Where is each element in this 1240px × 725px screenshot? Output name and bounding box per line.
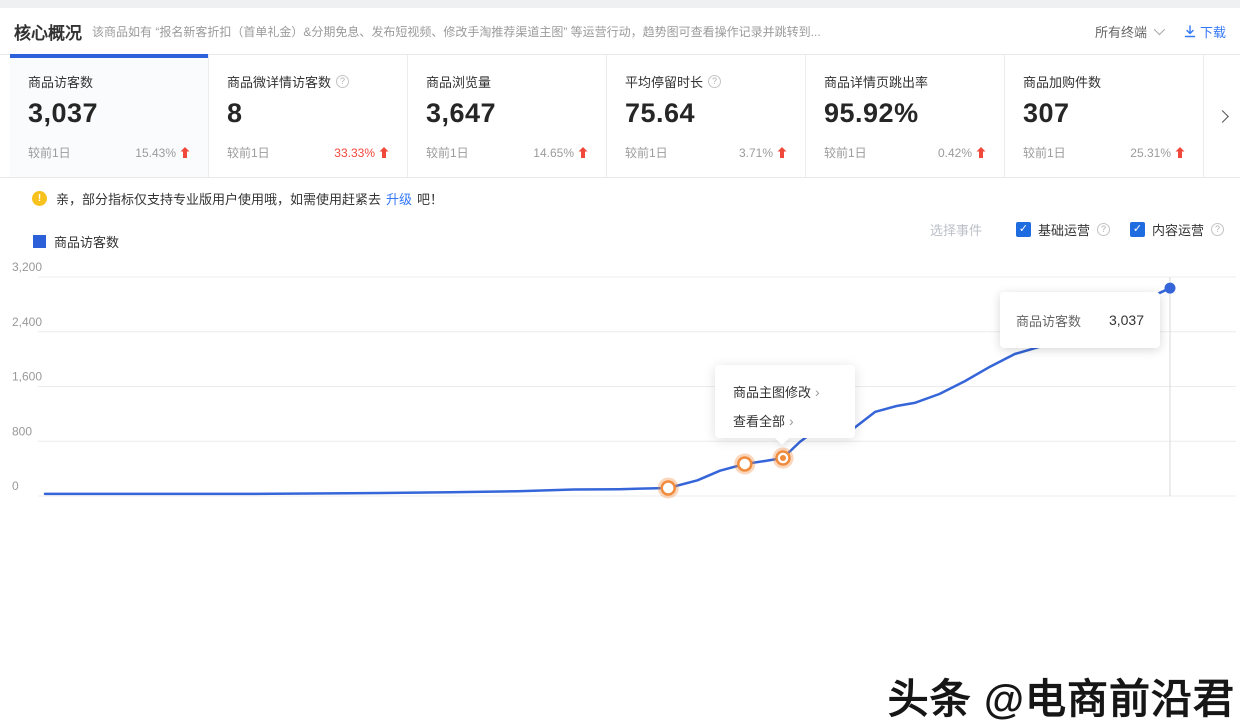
header-description: 该商品如有 “报名新客折扣（首单礼金）&分期免息、发布短视频、修改手淘推荐渠道主… [92,24,821,39]
chevron-right-icon: › [815,383,820,400]
metric-value: 8 [227,98,243,128]
chart-controls: 选择事件 基础运营 内容运营 [930,220,1224,239]
metric-title: 商品访客数 [28,75,94,90]
chevron-right-icon [1215,109,1229,123]
download-button[interactable]: 下载 [1184,22,1226,41]
event-marker-glow [734,453,756,475]
select-event-label: 选择事件 [929,223,982,238]
compare-label: 较前1日 [824,146,867,160]
info-icon[interactable] [1096,223,1110,236]
content-ops-checkbox[interactable] [1129,222,1145,237]
metric-card-bounce-rate[interactable]: 商品详情页跳出率 95.92% 较前1日 0.42% [806,55,1005,177]
event-marker-glow [772,447,794,469]
y-axis-tick-label: 2,400 [12,315,42,329]
y-axis-tick-label: 3,200 [12,260,42,274]
up-arrow-icon [1175,147,1185,158]
notice-text: 亲，部分指标仅支持专业版用户使用哦，如需使用赶紧去 [56,191,382,207]
metric-title: 平均停留时长 [625,75,704,90]
metric-cards-row: 商品访客数 3,037 较前1日 15.43% 商品微详情访客数 8 较前1日 … [0,54,1240,178]
watermark-text: 头条 @电商前沿君 [887,676,1235,722]
legend-series-label: 商品访客数 [54,235,120,250]
change-percent: 0.42% [937,145,972,160]
content-ops-label: 内容运营 [1151,223,1204,238]
metric-card-visitors[interactable]: 商品访客数 3,037 较前1日 15.43% [10,54,209,177]
checkbox-group-content-ops: 内容运营 [1129,220,1224,239]
core-overview-panel: 核心概况 该商品如有 “报名新客折扣（首单礼金）&分期免息、发布短视频、修改手淘… [0,0,1240,506]
notice-text-suffix: 吧！ [417,191,444,207]
up-arrow-icon [777,147,787,158]
metric-value: 307 [1023,98,1070,128]
event-detail-popup: 商品主图修改 › 查看全部 › [715,365,855,438]
upgrade-link[interactable]: 升级 [386,191,413,207]
change-percent: 3.71% [738,145,773,160]
metric-title: 商品浏览量 [426,75,492,90]
change-percent: 33.33% [334,145,375,160]
download-label: 下载 [1199,24,1226,40]
chart-legend[interactable]: 商品访客数 [33,232,119,251]
metric-title: 商品加购件数 [1023,75,1102,90]
metric-value: 75.64 [625,98,696,128]
up-arrow-icon [379,147,389,158]
info-icon[interactable] [336,75,350,88]
compare-label: 较前1日 [28,146,71,160]
notice-warning-icon [32,190,47,206]
chevron-down-icon [1153,23,1166,36]
metric-value: 3,037 [28,98,99,128]
event-marker-active-dot [780,455,786,462]
active-tab-indicator [10,54,208,58]
download-icon [1184,24,1196,37]
event-marker[interactable] [660,480,676,496]
event-item-label: 查看全部 [733,414,786,429]
upgrade-notice-bar: 亲，部分指标仅支持专业版用户使用哦，如需使用赶紧去 升级 吧！ [0,178,1240,218]
basic-ops-checkbox[interactable] [1015,222,1031,237]
metric-card-micro-detail-visitors[interactable]: 商品微详情访客数 8 较前1日 33.33% [209,55,408,177]
event-marker-glow [657,477,679,499]
basic-ops-label: 基础运营 [1037,223,1090,238]
event-item-main-image-edit[interactable]: 商品主图修改 › [733,377,855,406]
y-axis-tick-label: 0 [12,479,19,493]
metric-title: 商品详情页跳出率 [824,75,929,90]
compare-label: 较前1日 [1023,146,1066,160]
tooltip-value: 3,037 [1108,312,1144,328]
chevron-right-icon: › [789,412,794,429]
event-marker[interactable] [737,456,753,472]
legend-swatch [33,235,46,248]
metric-value: 3,647 [426,98,497,128]
tooltip-series-label: 商品访客数 [1016,313,1082,329]
event-item-view-all[interactable]: 查看全部 › [733,406,855,435]
page-title: 核心概况 [14,23,82,43]
up-arrow-icon [180,147,190,158]
info-icon[interactable] [1211,223,1224,236]
page-top-strip [0,0,1240,8]
panel-header: 核心概况 该商品如有 “报名新客折扣（首单礼金）&分期免息、发布短视频、修改手淘… [0,8,1240,55]
metric-title: 商品微详情访客数 [227,75,332,90]
y-axis-tick-label: 800 [12,424,32,438]
terminal-filter-label: 所有终端 [1094,24,1147,40]
metric-value: 95.92% [824,98,919,128]
y-axis-tick-label: 1,600 [12,370,42,384]
change-percent: 25.31% [1130,145,1171,160]
compare-label: 较前1日 [227,146,270,160]
info-icon[interactable] [708,75,722,88]
checkbox-group-basic-ops: 基础运营 [1015,220,1110,239]
up-arrow-icon [976,147,986,158]
change-percent: 14.65% [533,145,574,160]
metric-card-add-to-cart[interactable]: 商品加购件数 307 较前1日 25.31% [1005,55,1204,177]
trend-chart-section: 选择事件 基础运营 内容运营 商品访客数 0 800 1,600 2,400 3,200… [0,218,1240,722]
terminal-filter-dropdown[interactable]: 所有终端 [1094,22,1166,41]
up-arrow-icon [578,147,588,158]
compare-label: 较前1日 [625,146,668,160]
metric-card-page-views[interactable]: 商品浏览量 3,647 较前1日 14.65% [408,55,607,177]
trend-line-chart[interactable]: 0 800 1,600 2,400 3,200 [0,218,1240,506]
series-end-point [1164,282,1176,294]
cards-next-button[interactable] [1204,55,1240,177]
compare-label: 较前1日 [426,146,469,160]
change-percent: 15.43% [135,145,176,160]
event-item-label: 商品主图修改 [733,385,812,400]
chart-tooltip: 商品访客数 3,037 [1000,292,1160,348]
metric-card-avg-stay-time[interactable]: 平均停留时长 75.64 较前1日 3.71% [607,55,806,177]
